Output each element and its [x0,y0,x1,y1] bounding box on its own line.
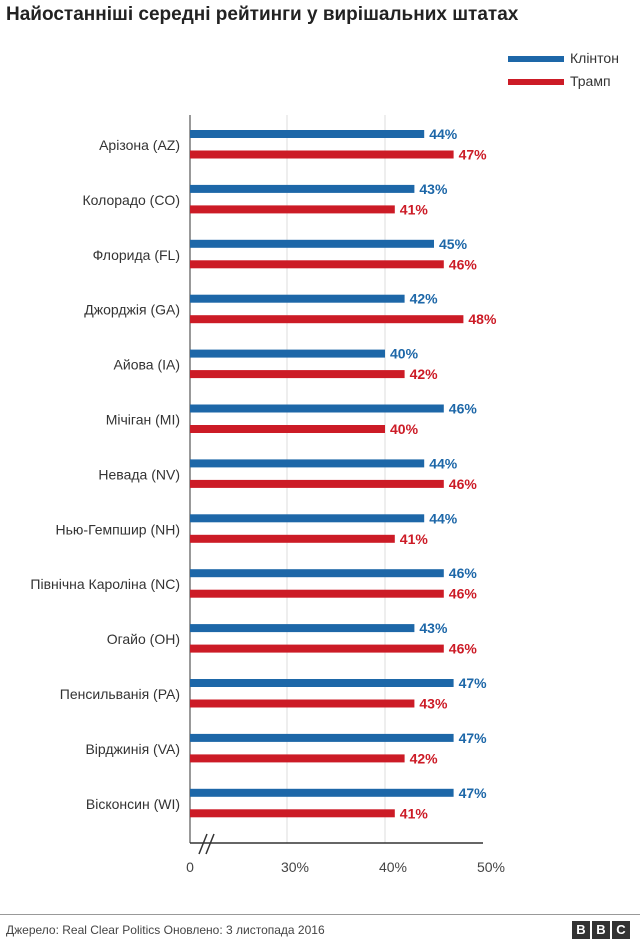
bar-clinton [190,239,434,248]
axis-break-mark [198,833,215,855]
bar-clinton [190,294,405,303]
data-label: 46% [449,641,478,657]
x-tick-label: 0 [186,859,194,875]
legend-trump: Трамп [508,73,611,89]
data-label: 41% [400,531,429,547]
bar-clinton [190,514,425,523]
legend-clinton: Клінтон [508,50,619,66]
footer-divider [0,914,640,915]
data-label: 44% [429,455,458,471]
data-label: 46% [449,586,478,602]
bar-trump [190,699,415,708]
data-label: 46% [449,256,478,272]
data-label: 44% [429,510,458,526]
footer-source: Джерело: Real Clear Politics Оновлено: 3… [6,923,325,937]
category-label: Джорджія (GA) [84,302,180,318]
data-label: 48% [468,311,497,327]
data-label: 47% [459,675,488,691]
data-label: 42% [410,750,439,766]
data-label: 43% [419,696,448,712]
bar-trump [190,479,444,488]
category-label: Північна Кароліна (NC) [30,576,180,592]
data-label: 45% [439,236,468,252]
bar-clinton [190,404,444,413]
bar-trump [190,315,464,324]
bar-clinton [190,788,454,797]
bar-trump [190,754,405,763]
data-label: 46% [449,476,478,492]
bar-trump [190,150,454,159]
x-tick-label: 40% [379,859,407,875]
category-label: Мічіган (MI) [106,412,180,428]
category-label: Колорадо (CO) [83,192,181,208]
data-label: 43% [419,181,448,197]
data-label: 46% [449,565,478,581]
category-label: Пенсильванія (PA) [60,686,180,702]
category-label: Арізона (AZ) [99,137,180,153]
bar-clinton [190,459,425,468]
category-label: Невада (NV) [98,466,180,482]
bar-clinton [190,624,415,633]
legend-label: Трамп [570,73,611,89]
category-label: Нью-Гемпшир (NH) [56,521,180,537]
bar-trump [190,534,395,543]
bar-clinton [190,569,444,578]
data-label: 40% [390,421,419,437]
bar-clinton [190,130,425,138]
data-label: 40% [390,346,419,362]
category-label: Огайо (OH) [107,631,180,647]
data-label: 47% [459,147,488,163]
data-label: 47% [459,730,488,746]
bar-trump [190,260,444,269]
plot-area: 0 30% 40% 50%Арізона (AZ)44%47%Колорадо (CO… [30,115,505,875]
data-label: 41% [400,805,429,821]
x-tick-label: 50% [477,859,505,875]
data-label: 43% [419,620,448,636]
category-label: Вісконсин (WI) [86,796,180,812]
bar-clinton [190,733,454,742]
bar-clinton [190,349,385,358]
category-label: Айова (IA) [114,357,180,373]
data-label: 44% [429,126,458,142]
chart-title: Найостанніші середні рейтинги у вирішаль… [6,4,519,25]
bar-trump [190,425,385,433]
data-label: 42% [410,291,439,307]
bar-clinton [190,679,454,687]
legend-label: Клінтон [570,50,619,66]
bar-trump [190,205,395,214]
bar-trump [190,809,395,818]
data-label: 47% [459,785,488,801]
data-label: 42% [410,366,439,382]
category-label: Флорида (FL) [93,247,180,263]
bar-trump [190,370,405,379]
bar-clinton [190,184,415,193]
data-label: 46% [449,401,478,417]
data-label: 41% [400,201,429,217]
bar-trump [190,589,444,598]
x-tick-label: 30% [281,859,309,875]
category-label: Вірджинія (VA) [85,741,180,757]
bar-trump [190,644,444,653]
